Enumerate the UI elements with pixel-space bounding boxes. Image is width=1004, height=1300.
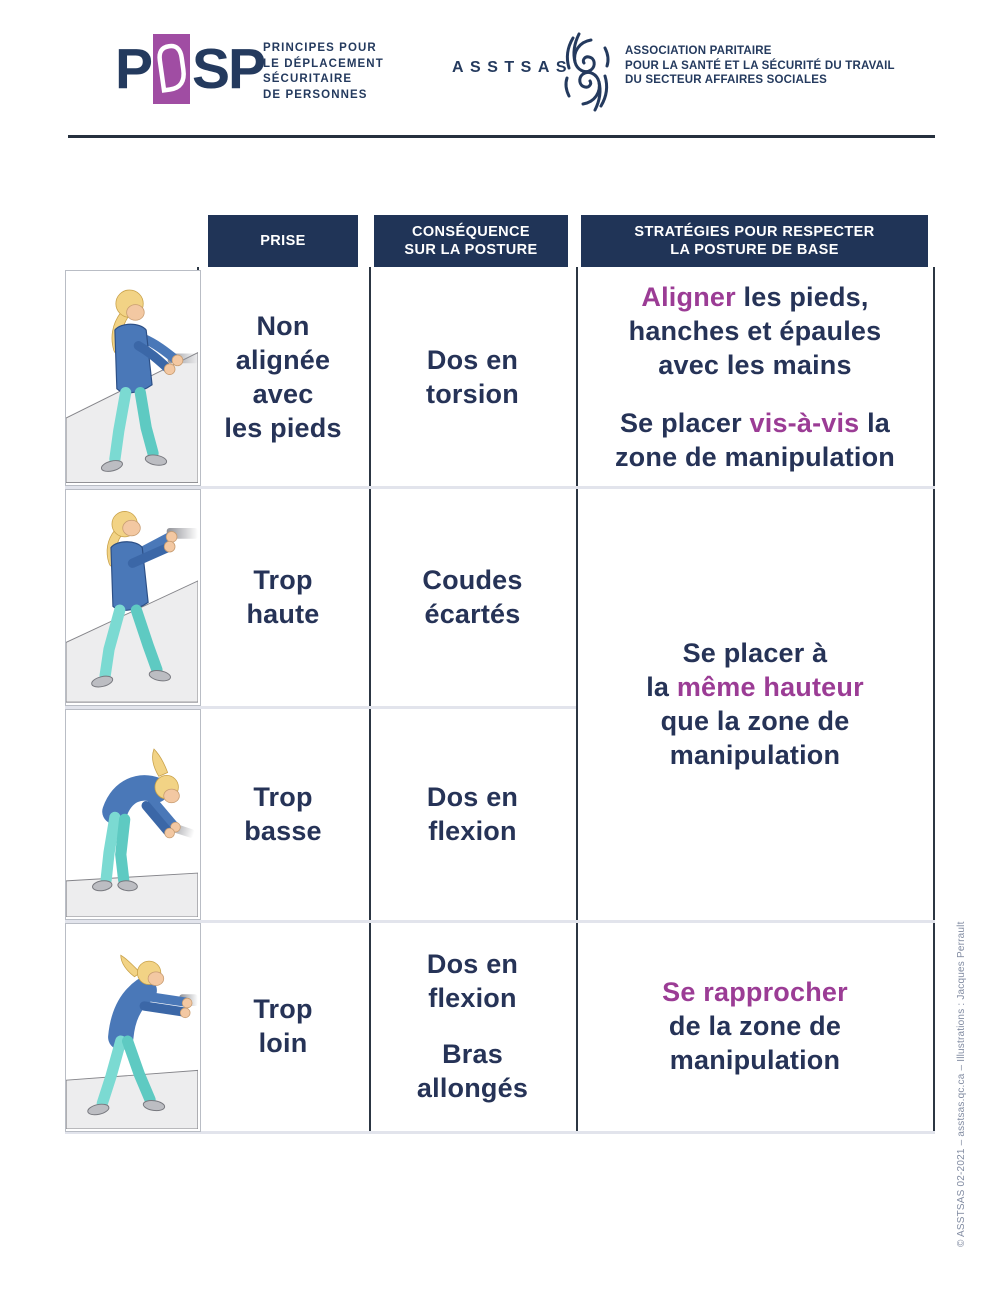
strategy-text: la — [646, 671, 677, 702]
prise-text-line: Trop — [253, 781, 313, 812]
column-header-text: SUR LA POSTURE — [404, 242, 538, 258]
column-header-consequence: CONSÉQUENCE SUR LA POSTURE — [374, 215, 568, 267]
table-row-separator — [65, 486, 935, 489]
illustration-grip-too-far-icon — [66, 954, 198, 1129]
strategy-accent-text: Se rapprocher — [662, 977, 848, 1007]
consequence-text-line: flexion — [428, 815, 517, 846]
pdsp-letter-p: P — [115, 37, 153, 101]
strategy-text-line: manipulation — [669, 1045, 841, 1075]
consequence-cell-row3: Dos en flexion — [371, 707, 574, 920]
asstsas-swirl-icon — [561, 26, 613, 118]
strategy-text-line: de la zone de — [668, 1011, 842, 1041]
consequence-text-line: Dos en — [426, 344, 519, 375]
strategy-cell-rows2-3-merged: Se placer à la même hauteur que la zone … — [578, 487, 932, 920]
prise-text-line: basse — [244, 815, 322, 846]
strategy-text-line: la même hauteur — [646, 670, 864, 704]
consequence-text-line: Dos en — [426, 949, 519, 979]
pdsp-letters-sp: SP — [192, 37, 266, 101]
prise-text-line: haute — [246, 598, 320, 629]
strategy-cell-row4: Se rapprocher de la zone de manipulation — [578, 921, 932, 1131]
pdsp-tagline: PRINCIPES POUR LE DÉPLACEMENT SÉCURITAIR… — [263, 41, 384, 103]
illustration-grip-not-aligned-icon — [66, 289, 198, 483]
prise-text-line: Non — [256, 310, 310, 341]
prise-text-line: Trop — [253, 994, 313, 1024]
column-header-text: LA POSTURE DE BASE — [670, 242, 839, 258]
pdsp-d-glyph-icon — [157, 43, 186, 93]
prise-text-line: alignée — [235, 344, 331, 375]
association-line: POUR LA SANTÉ ET LA SÉCURITÉ DU TRAVAIL — [625, 59, 895, 72]
table-vertical-line — [576, 267, 578, 1133]
column-header-text: CONSÉQUENCE — [412, 224, 530, 240]
prise-text-line: Trop — [253, 564, 313, 595]
association-line: ASSOCIATION PARITAIRE — [625, 45, 772, 57]
table-row-separator — [65, 706, 576, 709]
strategy-text: la — [859, 407, 891, 438]
prise-text-line: avec — [252, 378, 314, 409]
consequence-text-line: Bras — [442, 1039, 503, 1069]
consequence-text-line: allongés — [416, 1073, 529, 1103]
illustration-grip-too-low-icon — [66, 748, 198, 917]
copyright-credit-vertical: © ASSTSAS 02-2021 – asstsas.qc.ca – Illu… — [956, 921, 967, 1247]
strategy-cell-row1: Aligner les pieds, hanches et épaules av… — [578, 267, 932, 486]
table-vertical-line — [369, 267, 371, 1133]
consequence-cell-row2: Coudes écartés — [371, 487, 574, 706]
strategy-text-line: hanches et épaules — [628, 315, 882, 346]
strategy-accent-text: vis-à-vis — [749, 407, 860, 438]
tagline-line: DE PERSONNES — [263, 88, 368, 101]
header-divider-rule — [68, 135, 935, 138]
column-header-text: PRISE — [260, 233, 306, 249]
consequence-cell-row1: Dos en torsion — [371, 267, 574, 486]
tagline-line: LE DÉPLACEMENT — [263, 57, 384, 70]
column-header-text: STRATÉGIES POUR RESPECTER — [634, 224, 875, 240]
illustration-cell-row1 — [65, 270, 201, 486]
consequence-text-line: flexion — [428, 983, 517, 1013]
prise-cell-row1: Non alignée avec les pieds — [199, 267, 367, 486]
consequence-text-line: torsion — [426, 378, 519, 409]
prise-text-line: les pieds — [224, 412, 342, 443]
illustration-cell-row4 — [65, 923, 201, 1132]
pdsp-logo: P SP — [115, 32, 266, 106]
strategy-text: les pieds, — [735, 281, 869, 312]
tagline-line: SÉCURITAIRE — [263, 73, 353, 85]
strategy-text-line: Se placer à — [682, 637, 828, 668]
strategy-text: Se placer — [619, 407, 750, 438]
strategy-text-line: manipulation — [669, 739, 841, 770]
table-vertical-line — [933, 267, 935, 1133]
consequence-cell-row4: Dos en flexion Bras allongés — [371, 921, 574, 1131]
prise-cell-row4: Trop loin — [199, 921, 367, 1131]
consequence-text-line: écartés — [424, 598, 521, 629]
strategy-text-line: Aligner les pieds, — [641, 280, 868, 314]
column-header-strategies: STRATÉGIES POUR RESPECTER LA POSTURE DE … — [581, 215, 928, 267]
column-header-prise: PRISE — [208, 215, 358, 267]
prise-text-line: loin — [258, 1028, 308, 1058]
strategy-accent-text: même hauteur — [676, 671, 864, 702]
association-name: ASSOCIATION PARITAIRE POUR LA SANTÉ ET L… — [625, 44, 895, 88]
asstsas-wordmark: ASSTSAS — [452, 59, 574, 76]
pdsp-purple-d-box — [153, 34, 191, 104]
tagline-line: PRINCIPES POUR — [263, 42, 377, 54]
strategy-accent-text: Aligner — [641, 281, 736, 312]
illustration-grip-too-high-icon — [66, 511, 198, 703]
illustration-cell-row3 — [65, 709, 201, 920]
table-bottom-border — [65, 1131, 935, 1134]
prise-cell-row3: Trop basse — [199, 707, 367, 920]
strategy-text-line: zone de manipulation — [614, 441, 895, 472]
strategy-text-line: Se placer vis-à-vis la — [620, 406, 890, 440]
illustration-cell-row2 — [65, 489, 201, 706]
consequence-text-line: Dos en — [426, 781, 519, 812]
consequence-text-line: Coudes — [422, 564, 523, 595]
prise-cell-row2: Trop haute — [199, 487, 367, 706]
association-line: DU SECTEUR AFFAIRES SOCIALES — [625, 74, 827, 86]
strategy-text-line: que la zone de — [660, 705, 850, 736]
table-row-separator — [65, 920, 935, 923]
strategy-text-line: avec les mains — [658, 349, 852, 380]
